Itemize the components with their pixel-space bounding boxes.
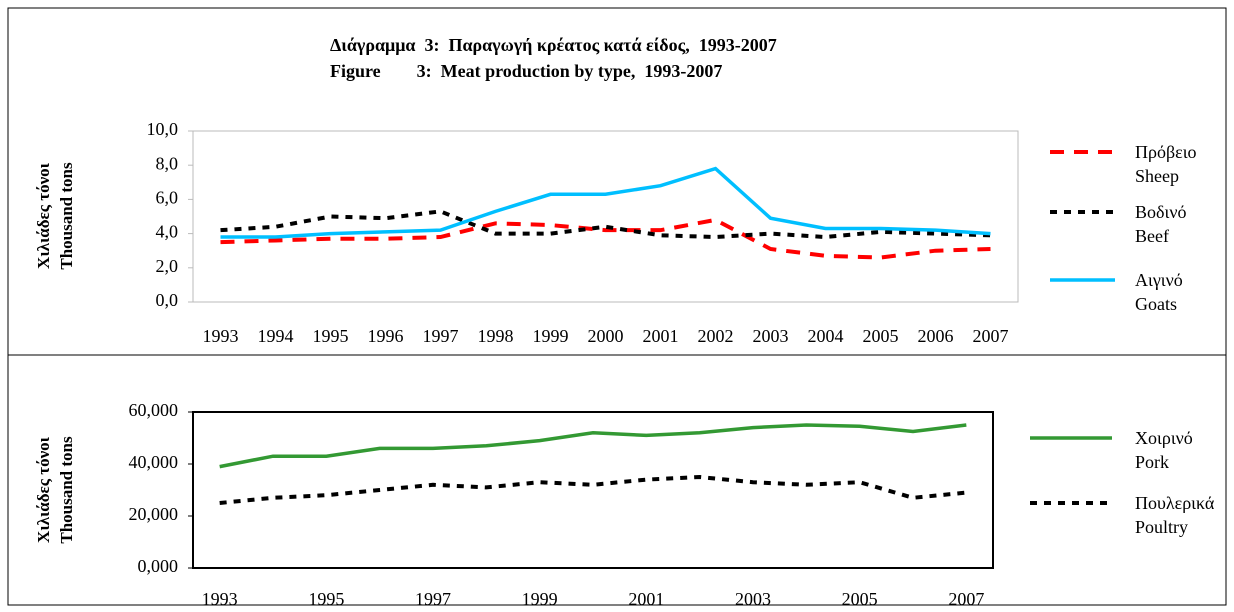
legend-label: Pork: [1135, 452, 1169, 472]
x-tick-label: 1993: [202, 589, 238, 609]
x-tick-label: 1996: [368, 326, 404, 346]
y-tick-label: 8,0: [156, 153, 179, 173]
plot-frame: [192, 411, 994, 569]
legend-label: Poultry: [1135, 517, 1188, 537]
legend-label: Beef: [1135, 226, 1169, 246]
plot-frame: [192, 130, 1019, 303]
y-tick-label: 0,0: [156, 290, 179, 310]
chart-title: Διάγραμμα 3: Παραγωγή κρέατος κατά είδος…: [330, 35, 777, 55]
legend-label: Πρόβειο: [1135, 142, 1197, 162]
legend-label: Sheep: [1135, 166, 1179, 186]
y-tick-label: 2,0: [156, 256, 179, 276]
x-tick-label: 2001: [628, 589, 664, 609]
series-line: [220, 217, 991, 260]
x-tick-label: 1999: [533, 326, 569, 346]
x-tick-label: 2003: [735, 589, 771, 609]
chart-frame: [7, 354, 1227, 606]
y-tick-label: 0,000: [138, 556, 179, 576]
legend-label: Πουλερικά: [1135, 493, 1215, 513]
y-tick-label: 20,000: [129, 504, 179, 524]
series-line: [219, 423, 967, 469]
legend-label: Βοδινό: [1135, 202, 1186, 222]
y-axis-label: Thousand tons: [57, 162, 76, 270]
x-tick-label: 2005: [842, 589, 878, 609]
series-line: [220, 166, 991, 239]
legend-label: Χοιρινό: [1135, 428, 1193, 448]
x-tick-label: 1993: [203, 326, 239, 346]
x-tick-label: 1997: [423, 326, 459, 346]
x-tick-label: 1995: [308, 589, 344, 609]
y-tick-label: 10,0: [147, 119, 179, 139]
y-tick-label: 6,0: [156, 188, 179, 208]
series-line: [219, 474, 967, 505]
x-tick-label: 1999: [522, 589, 558, 609]
x-tick-label: 2000: [588, 326, 624, 346]
chart-frame: [7, 7, 1227, 356]
y-axis-label: Χιλιάδες τόνοι: [34, 436, 53, 543]
chart-subtitle: Figure 3: Meat production by type, 1993-…: [330, 61, 722, 81]
y-tick-label: 40,000: [129, 452, 179, 472]
x-tick-label: 2006: [918, 326, 954, 346]
x-tick-label: 2007: [948, 589, 984, 609]
series-line: [220, 209, 991, 240]
x-tick-label: 2001: [643, 326, 679, 346]
x-tick-label: 1994: [258, 326, 294, 346]
x-tick-label: 2003: [753, 326, 789, 346]
legend-label: Goats: [1135, 294, 1177, 314]
y-tick-label: 4,0: [156, 222, 179, 242]
y-axis-label: Thousand tons: [57, 436, 76, 544]
legend-label: Αιγινό: [1135, 270, 1183, 290]
x-tick-label: 2007: [973, 326, 1009, 346]
x-tick-label: 1995: [313, 326, 349, 346]
x-tick-label: 1998: [478, 326, 514, 346]
x-tick-label: 2005: [863, 326, 899, 346]
y-axis-label: Χιλιάδες τόνοι: [34, 162, 53, 269]
y-tick-label: 60,000: [129, 400, 179, 420]
x-tick-label: 2002: [698, 326, 734, 346]
x-tick-label: 2004: [808, 326, 844, 346]
x-tick-label: 1997: [415, 589, 451, 609]
